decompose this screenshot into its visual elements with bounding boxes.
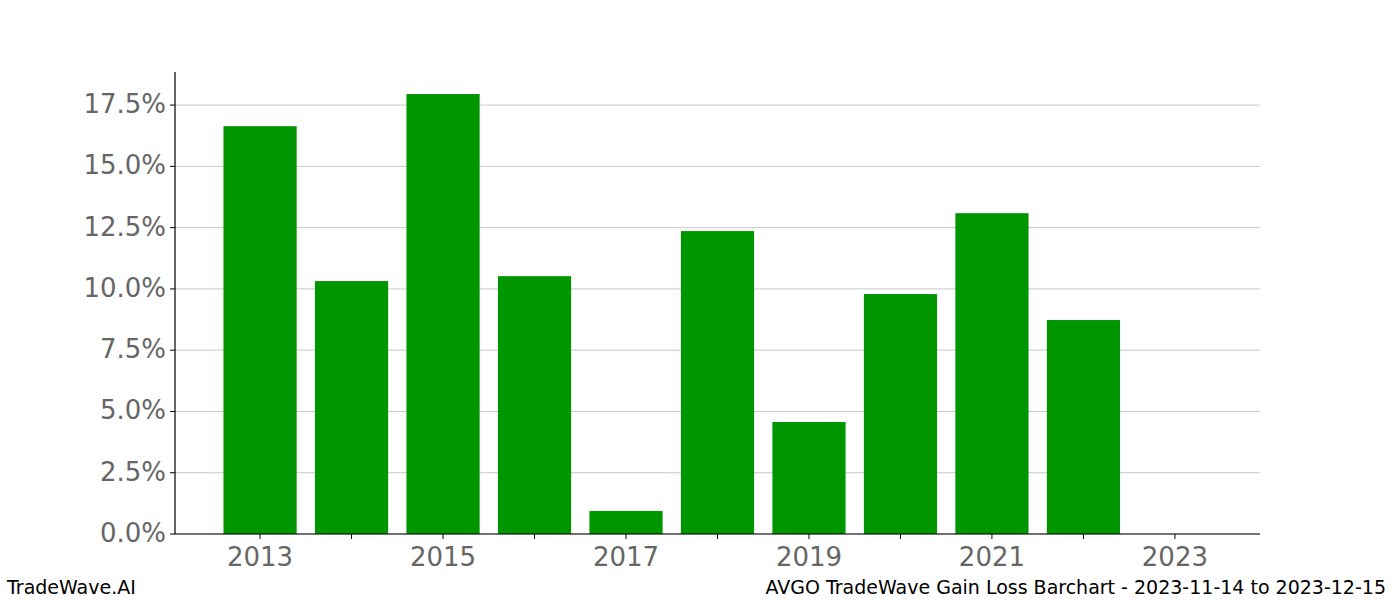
x-tick-label: 2017 — [593, 542, 659, 572]
y-tick — [170, 288, 175, 289]
title: AVGO TradeWave Gain Loss Barchart - 2023… — [765, 576, 1386, 598]
x-tick — [991, 534, 992, 539]
bar — [589, 511, 662, 534]
y-tick-label: 15.0% — [83, 150, 166, 180]
x-tick — [351, 534, 352, 539]
x-tick — [900, 534, 901, 539]
bar — [223, 126, 296, 534]
x-tick-label: 2019 — [776, 542, 842, 572]
y-tick-label: 7.5% — [100, 334, 166, 364]
y-tick — [170, 534, 175, 535]
y-tick — [170, 411, 175, 412]
y-axis — [174, 72, 175, 534]
y-tick-label: 17.5% — [83, 89, 166, 119]
grid-line — [175, 227, 1260, 228]
bar — [955, 213, 1028, 534]
y-tick — [170, 472, 175, 473]
y-tick — [170, 350, 175, 351]
chart: 0.0% 2.5% 5.0% 7.5% 10.0% 12.5% 15.0% 17.5% 2013… — [0, 0, 1400, 600]
bar — [315, 281, 388, 534]
bar — [772, 422, 845, 534]
y-tick-label: 2.5% — [100, 457, 166, 487]
y-tick-label: 0.0% — [100, 518, 166, 548]
x-tick — [260, 534, 261, 539]
y-tick-label: 10.0% — [83, 273, 166, 303]
x-tick — [717, 534, 718, 539]
bar — [498, 276, 571, 534]
bar — [1047, 320, 1120, 534]
grid-line — [175, 105, 1260, 106]
y-tick-label: 5.0% — [100, 395, 166, 425]
x-tick-label: 2015 — [410, 542, 476, 572]
x-tick — [1083, 534, 1084, 539]
y-tick — [170, 227, 175, 228]
annotation: TradeWave.AI — [6, 576, 136, 598]
y-tick-label: 12.5% — [83, 212, 166, 242]
x-tick — [1174, 534, 1175, 539]
grid-line — [175, 166, 1260, 167]
x-tick — [808, 534, 809, 539]
bars — [223, 94, 1120, 534]
bar — [681, 231, 754, 534]
bar — [406, 94, 479, 534]
y-tick — [170, 166, 175, 167]
bar — [864, 294, 937, 534]
x-tick — [534, 534, 535, 539]
y-tick — [170, 105, 175, 106]
x-tick-label: 2021 — [959, 542, 1025, 572]
x-tick — [443, 534, 444, 539]
x-tick-label: 2013 — [227, 542, 293, 572]
x-tick-label: 2023 — [1142, 542, 1208, 572]
x-tick — [626, 534, 627, 539]
